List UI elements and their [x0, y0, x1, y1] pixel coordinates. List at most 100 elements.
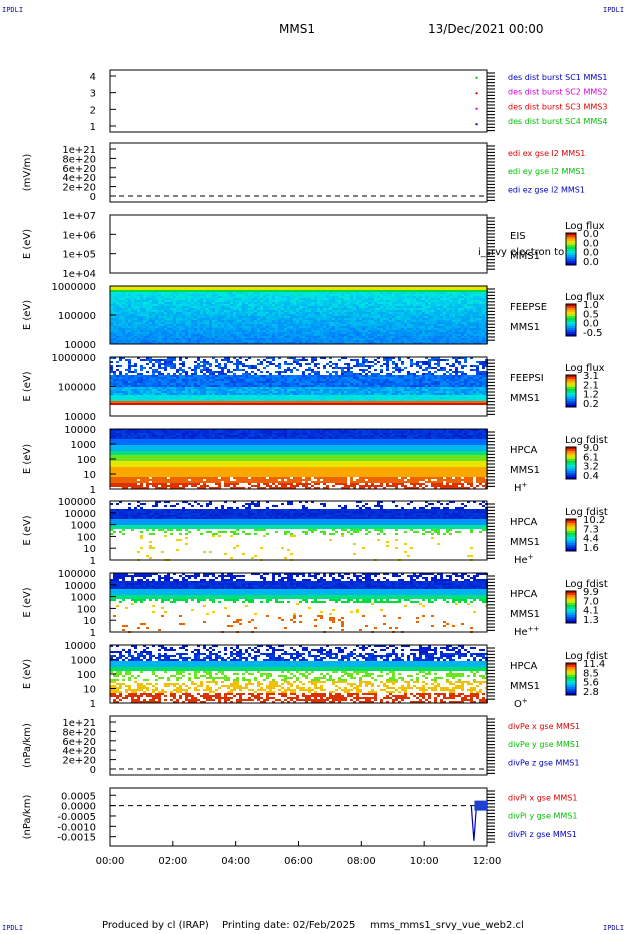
spectrogram-cell — [464, 308, 467, 310]
spectrogram-cell — [215, 383, 218, 385]
spectrogram-cell — [359, 326, 362, 328]
spectrogram-cell — [320, 334, 323, 336]
spectrogram-cell — [470, 300, 473, 302]
spectrogram-cell — [113, 391, 116, 393]
spectrogram-cell — [209, 387, 212, 389]
spectrogram-cell — [296, 298, 299, 300]
spectrogram-cell — [170, 338, 173, 340]
spectrogram-cell — [278, 330, 281, 332]
spectrogram-cell — [386, 306, 389, 308]
spectrogram-cell — [161, 381, 164, 383]
spectrogram-cell — [464, 318, 467, 320]
spectrogram-cell — [272, 334, 275, 336]
spectrogram-cell — [461, 324, 464, 326]
spectrogram-cell — [356, 310, 359, 312]
spectrogram-cell — [233, 381, 236, 383]
spectrogram-cell — [296, 330, 299, 332]
spectrogram-cell — [146, 391, 149, 393]
spectrogram-cell — [287, 320, 290, 322]
spectrogram-cell — [386, 340, 389, 342]
spectrogram-cell — [248, 328, 251, 330]
spectrogram-cell — [269, 286, 272, 288]
spectrogram-cell — [290, 290, 293, 292]
spectrogram-cell — [137, 336, 140, 338]
spectrogram-cell — [449, 294, 452, 296]
spectrogram-cell — [356, 286, 359, 288]
spectrogram-cell — [317, 296, 320, 298]
spectrogram-cell — [362, 286, 365, 288]
spectrogram-cell — [113, 401, 116, 403]
spectrogram-cell — [467, 332, 470, 334]
spectrogram-cell — [398, 310, 401, 312]
spectrogram-cell — [128, 328, 131, 330]
spectrogram-cell — [260, 389, 263, 391]
spectrogram-cell — [197, 379, 200, 381]
spectrogram-cell — [410, 334, 413, 336]
spectrogram-cell — [215, 359, 218, 361]
spectrogram-cell — [284, 292, 287, 294]
spectrogram-cell — [134, 308, 137, 310]
spectrogram-cell — [200, 371, 203, 373]
spectrogram-cell — [413, 310, 416, 312]
spectrogram-cell — [116, 290, 119, 292]
spectrogram-cell — [161, 383, 164, 385]
spectrogram-cell — [131, 312, 134, 314]
spectrogram-cell — [158, 304, 161, 306]
spectrogram-cell — [482, 302, 485, 304]
spectrogram-cell — [221, 391, 224, 393]
spectrogram-cell — [323, 290, 326, 292]
spectrogram-cell — [230, 296, 233, 298]
spectrogram-cell — [158, 332, 161, 334]
spectrogram-cell — [128, 322, 131, 324]
spectrogram-cell — [131, 308, 134, 310]
spectrogram-cell — [167, 296, 170, 298]
spectrogram-cell — [452, 302, 455, 304]
spectrogram-cell — [236, 359, 239, 361]
spectrogram-cell — [338, 300, 341, 302]
spectrogram-cell — [269, 298, 272, 300]
spectrogram-cell — [446, 334, 449, 336]
spectrogram-cell — [245, 336, 248, 338]
spectrogram-cell — [392, 298, 395, 300]
spectrogram-cell — [413, 342, 416, 344]
spectrogram-cell — [146, 318, 149, 320]
spectrogram-cell — [305, 342, 308, 344]
spectrogram-cell — [476, 340, 479, 342]
spectrogram-cell — [314, 316, 317, 318]
spectrogram-cell — [140, 336, 143, 338]
spectrogram-cell — [245, 316, 248, 318]
spectrogram-cell — [119, 375, 122, 377]
spectrogram-cell — [470, 336, 473, 338]
spectrogram-cell — [371, 316, 374, 318]
spectrogram-cell — [353, 334, 356, 336]
spectrogram-cell — [458, 294, 461, 296]
spectrogram-cell — [158, 306, 161, 308]
spectrogram-cell — [332, 294, 335, 296]
spectrogram-cell — [191, 381, 194, 383]
spectrogram-cell — [143, 401, 146, 403]
spectrogram-cell — [194, 397, 197, 399]
spectrogram-cell — [335, 326, 338, 328]
spectrogram-cell — [110, 379, 113, 381]
spectrogram-cell — [341, 330, 344, 332]
spectrogram-cell — [200, 322, 203, 324]
spectrogram-cell — [212, 302, 215, 304]
spectrogram-cell — [332, 340, 335, 342]
spectrogram-cell — [161, 401, 164, 403]
spectrogram-cell — [416, 290, 419, 292]
spectrogram-cell — [407, 340, 410, 342]
spectrogram-cell — [359, 314, 362, 316]
spectrogram-cell — [461, 302, 464, 304]
spectrogram-cell — [173, 296, 176, 298]
spectrogram-cell — [230, 399, 233, 401]
spectrogram-cell — [128, 338, 131, 340]
spectrogram-cell — [164, 316, 167, 318]
spectrogram-cell — [215, 371, 218, 373]
spectrogram-cell — [260, 338, 263, 340]
spectrogram-cell — [227, 395, 230, 397]
spectrogram-cell — [152, 330, 155, 332]
spectrogram-cell — [416, 332, 419, 334]
spectrogram-cell — [143, 385, 146, 387]
spectrogram-cell — [203, 312, 206, 314]
